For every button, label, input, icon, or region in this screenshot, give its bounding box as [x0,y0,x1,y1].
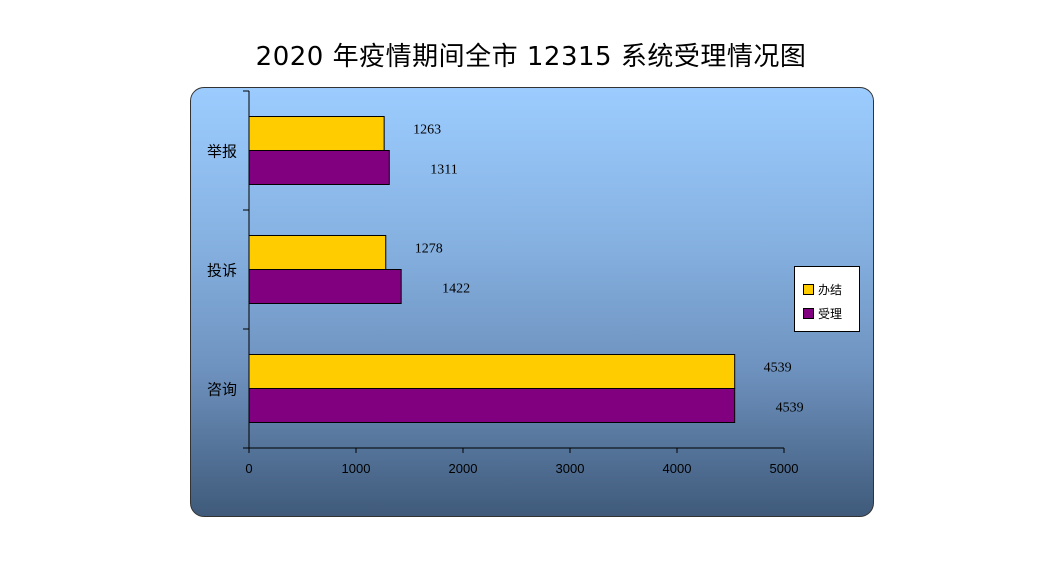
x-tick-label-3: 3000 [556,461,585,476]
chart-title: 2020 年疫情期间全市 12315 系统受理情况图 [255,42,807,72]
x-tick-label-1: 1000 [342,461,371,476]
x-tick-label-0: 0 [245,461,252,476]
x-tick-label-2: 2000 [449,461,478,476]
axes: 0 1000 2000 3000 4000 5000 [243,90,799,476]
labels: 举报 1263 1311 投诉 1278 1422 咨询 4539 4539 [207,123,804,416]
data-label-1-1: 1422 [442,282,470,297]
data-label-2-0: 4539 [764,361,792,376]
legend-swatch-completed [803,283,814,295]
legend: 办结 受理 [794,266,860,332]
legend-label-accepted: 受理 [818,306,843,321]
bar-2-0 [248,354,736,389]
category-label-1: 投诉 [207,262,237,280]
bar-1-0 [248,235,387,270]
data-label-1-0: 1278 [415,242,443,257]
data-label-0-1: 1311 [430,163,457,178]
bar-0-0 [248,116,385,151]
bar-1-1 [248,269,402,304]
bars [248,116,736,423]
bar-0-1 [248,150,390,185]
x-tick-label-4: 4000 [663,461,692,476]
legend-swatch-accepted [803,307,814,319]
x-tick-label-5: 5000 [770,461,799,476]
legend-label-completed: 办结 [818,282,843,297]
data-label-0-0: 1263 [413,123,441,138]
category-label-2: 咨询 [207,381,237,399]
legend-item-completed: 办结 [803,277,859,301]
data-label-2-1: 4539 [776,401,804,416]
category-label-0: 举报 [207,143,237,161]
legend-item-accepted: 受理 [803,301,859,325]
bar-2-1 [248,388,736,423]
